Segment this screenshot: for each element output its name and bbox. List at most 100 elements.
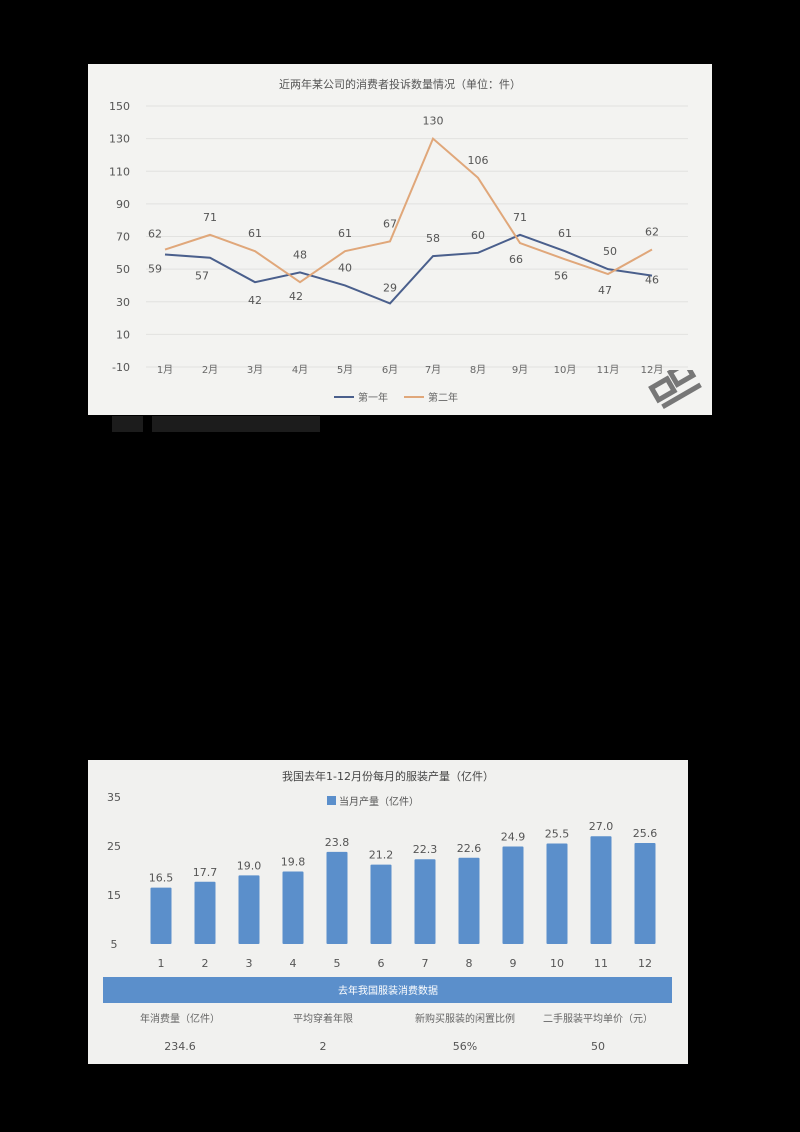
line-chart-title: 近两年某公司的消费者投诉数量情况（单位：件）: [279, 77, 521, 91]
y-tick-label: 5: [111, 938, 118, 951]
x-tick-label: 5月: [337, 364, 353, 376]
x-tick-label: 10: [550, 957, 564, 970]
bar-legend-label: 当月产量（亿件）: [339, 795, 419, 808]
bar-chart-bars: [150, 836, 656, 944]
data-label: 59: [148, 262, 162, 275]
x-tick-label: 9月: [512, 364, 528, 376]
line-chart-gridlines: [146, 105, 688, 368]
bar-chart-y-axis: 5 15 25 35: [107, 791, 121, 951]
table-cell: 234.6: [164, 1040, 196, 1053]
bar: [414, 859, 436, 944]
table-cell: 50: [591, 1040, 605, 1053]
bar: [150, 887, 172, 944]
y-tick-label: -10: [112, 361, 130, 374]
table-column-headers: 年消费量（亿件） 平均穿着年限 新购买服装的闲置比例 二手服装平均单价（元）: [140, 1012, 653, 1025]
data-label: 61: [248, 227, 262, 240]
y-tick-label: 25: [107, 840, 121, 853]
watermark-fragment: [628, 370, 718, 420]
table-column-header: 年消费量（亿件）: [140, 1012, 220, 1025]
data-label: 62: [645, 226, 659, 239]
line-chart-series: [164, 136, 653, 305]
y-tick-label: 150: [109, 100, 130, 113]
y-tick-label: 70: [116, 231, 130, 244]
data-label: 130: [423, 115, 444, 128]
data-label: 71: [203, 211, 217, 224]
x-tick-label: 6月: [382, 364, 398, 376]
data-label: 57: [195, 270, 209, 283]
bar: [238, 875, 260, 944]
bar-value-label: 16.5: [149, 872, 174, 885]
table-cell: 2: [320, 1040, 327, 1053]
x-tick-label: 4: [290, 957, 297, 970]
bar: [194, 881, 216, 944]
y-tick-label: 15: [107, 889, 121, 902]
data-label: 61: [558, 227, 572, 240]
x-tick-label: 1: [158, 957, 165, 970]
legend-series2-label: 第二年: [428, 391, 458, 404]
x-tick-label: 4月: [292, 364, 308, 376]
y-tick-label: 130: [109, 133, 130, 146]
x-tick-label: 7月: [425, 364, 441, 376]
legend-series1-label: 第一年: [358, 391, 388, 404]
table-header-band: [103, 977, 672, 1003]
x-tick-label: 9: [510, 957, 517, 970]
x-tick-label: 12: [638, 957, 652, 970]
bar: [326, 851, 348, 944]
bar-value-label: 19.8: [281, 855, 306, 868]
complaints-line-chart-panel: 近两年某公司的消费者投诉数量情况（单位：件） -10 10 30 50 70 90 110 1…: [88, 64, 712, 415]
line-chart-y-axis: -10 10 30 50 70 90 110 130 150: [109, 100, 130, 374]
bar-value-label: 22.6: [457, 842, 482, 855]
bar-value-label: 25.6: [633, 827, 658, 840]
x-tick-label: 11月: [597, 364, 620, 376]
bar-value-label: 21.2: [369, 849, 394, 862]
table-column-header: 二手服装平均单价（元）: [543, 1012, 653, 1025]
bar-chart-x-axis: 1 2 3 4 5 6 7 8 9 10 11 12: [158, 957, 653, 970]
bar-chart-title: 我国去年1-12月份每月的服装产量（亿件）: [282, 769, 494, 783]
x-tick-label: 5: [334, 957, 341, 970]
data-label: 47: [598, 284, 612, 297]
bar: [546, 843, 568, 944]
data-label: 42: [289, 290, 303, 303]
data-label: 29: [383, 281, 397, 294]
bar: [282, 871, 304, 944]
bar: [370, 864, 392, 944]
table-header-title: 去年我国服装消费数据: [338, 984, 438, 997]
y-tick-label: 10: [116, 328, 130, 341]
data-label: 40: [338, 261, 352, 274]
bar-legend-swatch: [327, 796, 336, 805]
bar-value-label: 19.0: [237, 859, 262, 872]
x-tick-label: 11: [594, 957, 608, 970]
data-label: 67: [383, 217, 397, 230]
data-label: 56: [554, 269, 568, 282]
series-line-2: [164, 136, 653, 284]
x-tick-label: 8: [466, 957, 473, 970]
bar: [502, 846, 524, 944]
redacted-block: [152, 416, 320, 432]
data-label: 62: [148, 228, 162, 241]
data-label: 106: [468, 154, 489, 167]
bar-value-label: 22.3: [413, 843, 438, 856]
bar-value-label: 27.0: [589, 820, 614, 833]
x-tick-label: 6: [378, 957, 385, 970]
complaints-line-chart: 近两年某公司的消费者投诉数量情况（单位：件） -10 10 30 50 70 90 110 1…: [109, 77, 688, 404]
bar: [634, 843, 656, 944]
data-label: 48: [293, 248, 307, 261]
x-tick-label: 3: [246, 957, 253, 970]
y-tick-label: 50: [116, 263, 130, 276]
table-cell: 56%: [453, 1040, 477, 1053]
bar-value-label: 25.5: [545, 828, 570, 841]
clothing-production-panel: 我国去年1-12月份每月的服装产量（亿件） 当月产量（亿件） 5 15 25 35 1…: [88, 760, 688, 1064]
data-label: 61: [338, 227, 352, 240]
bar-value-label: 17.7: [193, 866, 218, 879]
line-chart-x-axis: 1月 2月 3月 4月 5月 6月 7月 8月 9月 10月 11月 12月: [157, 364, 664, 376]
data-label: 66: [509, 253, 523, 266]
bar: [458, 857, 480, 944]
bar-chart-data-labels: 16.5 17.7 19.0 19.8 23.8 21.2 22.3 22.6 24.9 25.5…: [149, 820, 658, 884]
data-label: 58: [426, 232, 440, 245]
x-tick-label: 8月: [470, 364, 486, 376]
y-tick-label: 30: [116, 296, 130, 309]
y-tick-label: 90: [116, 198, 130, 211]
data-label: 60: [471, 229, 485, 242]
x-tick-label: 12月: [641, 364, 664, 376]
